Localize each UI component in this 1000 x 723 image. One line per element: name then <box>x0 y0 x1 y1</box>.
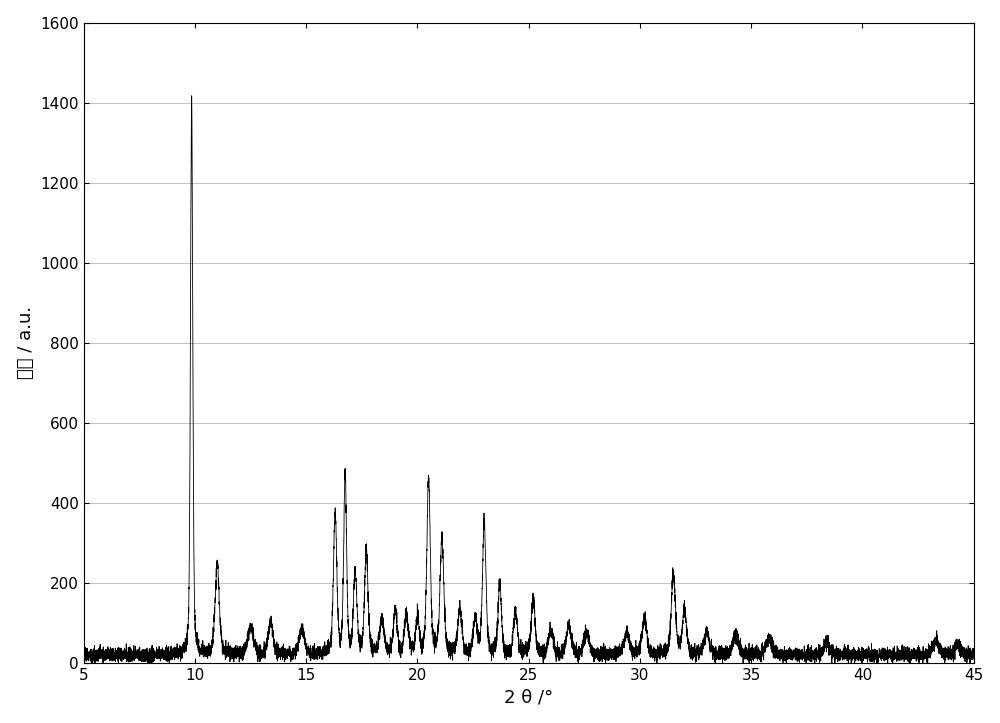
Y-axis label: 强度 / a.u.: 强度 / a.u. <box>17 307 35 380</box>
X-axis label: 2 θ /°: 2 θ /° <box>504 688 553 706</box>
